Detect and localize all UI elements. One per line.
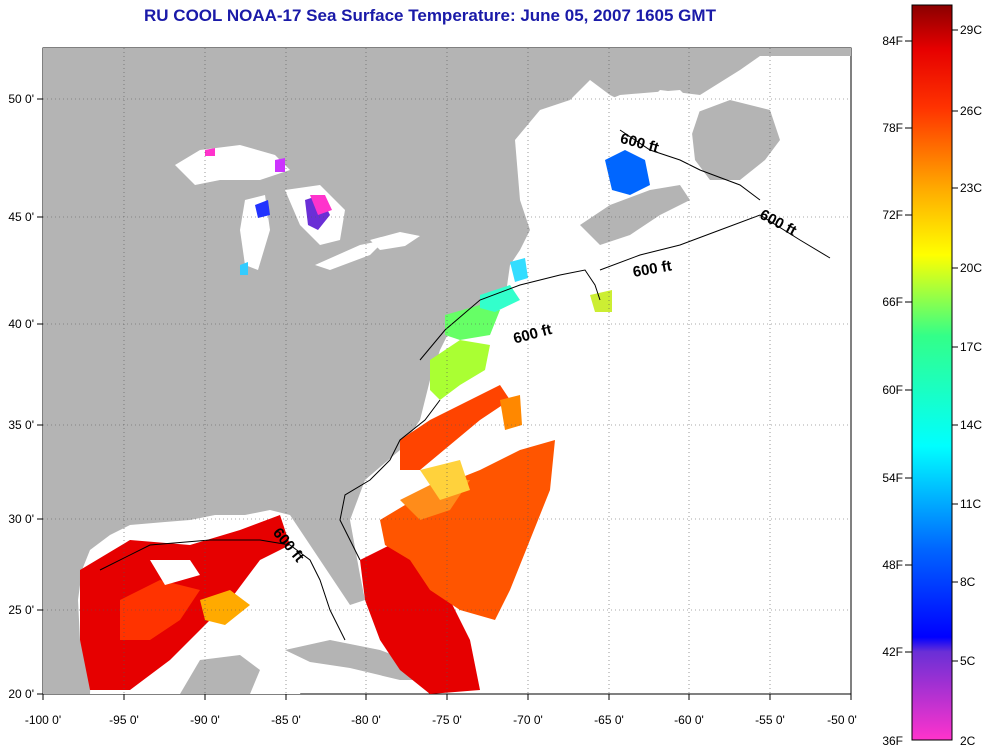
lon-tick-label: -95 0' (109, 713, 139, 727)
newfoundland-land (690, 100, 780, 180)
lat-tick-label: 35 0' (8, 418, 34, 432)
colorbar-c-label: 8C (960, 575, 976, 589)
colorbar-c-label: 26C (960, 104, 982, 118)
colorbar-c-label: 14C (960, 418, 982, 432)
colorbar-c-label: 20C (960, 261, 982, 275)
lon-tick-label: -90 0' (190, 713, 220, 727)
lake-superior (175, 145, 290, 185)
nova-scotia-land (580, 185, 690, 245)
colorbar-f-label: 42F (882, 645, 903, 659)
depth-contours (99, 129, 831, 641)
lat-tick-label: 25 0' (8, 603, 34, 617)
gulf-of-st-lawrence (560, 90, 700, 180)
colorbar-f-label: 66F (882, 295, 903, 309)
lon-tick-label: -75 0' (432, 713, 462, 727)
lon-tick-label: -100 0' (25, 713, 61, 727)
colorbar-f-label: 60F (882, 383, 903, 397)
colorbar-f-label: 36F (882, 734, 903, 748)
lon-tick-label: -85 0' (271, 713, 301, 727)
map-title: RU COOL NOAA-17 Sea Surface Temperature:… (144, 6, 716, 25)
colorbar-c-label: 5C (960, 654, 976, 668)
lon-tick-label: -65 0' (594, 713, 624, 727)
lon-tick-label: -60 0' (674, 713, 704, 727)
colorbar (911, 4, 953, 741)
colorbar-ticks (905, 29, 958, 662)
colorbar-c-label: 29C (960, 23, 982, 37)
graticule (43, 48, 851, 694)
lat-tick-label: 40 0' (8, 317, 34, 331)
lat-tick-label: 50 0' (8, 92, 34, 106)
lat-tick-label: 30 0' (8, 512, 34, 526)
colorbar-f-label: 72F (882, 208, 903, 222)
contour-label-georges-bank: 600 ft (631, 257, 673, 281)
lat-tick-label: 20 0' (8, 687, 34, 701)
colorbar-f-label: 84F (882, 34, 903, 48)
lon-tick-label: -50 0' (827, 713, 857, 727)
colorbar-c-label: 23C (960, 181, 982, 195)
sst-data-layer (80, 148, 650, 694)
lake-ontario (370, 232, 420, 250)
colorbar-c-label: 2C (960, 734, 976, 748)
lat-tick-label: 45 0' (8, 210, 34, 224)
lake-erie (315, 240, 385, 270)
lon-tick-label: -55 0' (755, 713, 785, 727)
colorbar-f-label: 48F (882, 558, 903, 572)
colorbar-f-label: 54F (882, 471, 903, 485)
colorbar-c-label: 17C (960, 340, 982, 354)
lon-tick-label: -80 0' (351, 713, 381, 727)
axis-ticks (37, 98, 852, 700)
lon-tick-label: -70 0' (513, 713, 543, 727)
colorbar-f-label: 78F (882, 121, 903, 135)
colorbar-c-label: 11C (960, 497, 981, 511)
yucatan-land (180, 655, 260, 694)
